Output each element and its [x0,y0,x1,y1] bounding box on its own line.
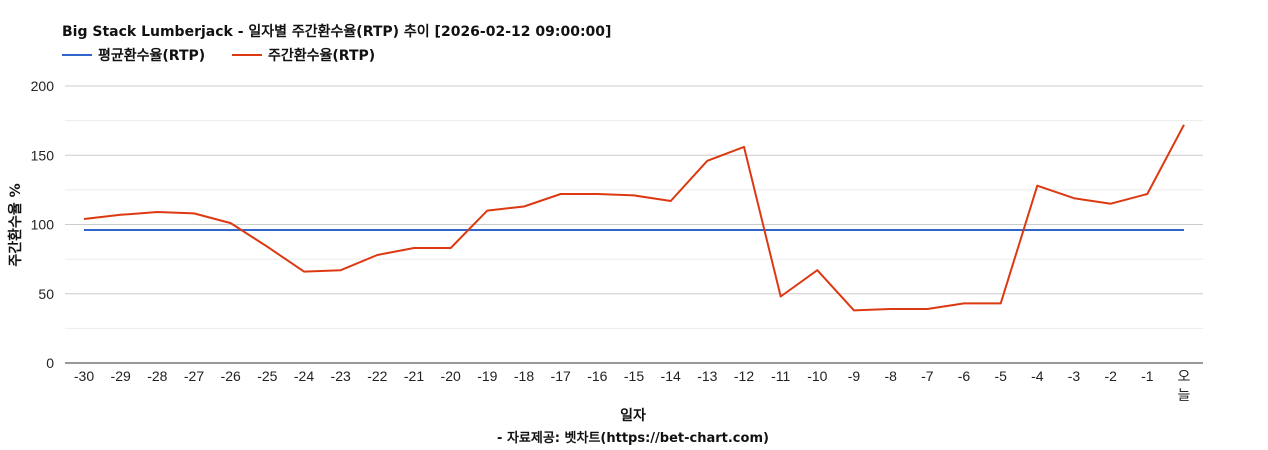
y-tick-label: 0 [46,355,54,371]
x-tick-label: -20 [441,368,461,384]
grid [65,85,1203,364]
x-tick-label: -22 [367,368,387,384]
x-tick-label: -4 [1031,368,1044,384]
series [83,124,1185,312]
x-tick-label: -18 [514,368,534,384]
x-tick-label: -30 [74,368,94,384]
x-tick-label: -1 [1141,368,1154,384]
x-tick-label: -21 [404,368,424,384]
x-axis-title: 일자 [620,408,646,424]
legend-item-weekly[interactable]: 주간환수율(RTP) [232,47,375,64]
x-tick-label: -19 [477,368,497,384]
x-tick-label: -3 [1068,368,1081,384]
series-line-weekly-rtp[interactable] [83,124,1185,312]
x-tick-label: -27 [184,368,204,384]
x-tick-label: -9 [848,368,861,384]
chart-title: Big Stack Lumberjack - 일자별 주간환수율(RTP) 추이… [62,23,611,40]
legend: 평균환수율(RTP) 주간환수율(RTP) [62,47,375,64]
x-tick-label: -14 [661,368,681,384]
x-tick-label: -17 [551,368,571,384]
data-source: - 자료제공: 벳차트(https://bet-chart.com) [497,430,769,446]
x-tick-label: -16 [587,368,607,384]
x-tick-label: -23 [331,368,351,384]
legend-label-weekly: 주간환수율(RTP) [268,47,375,64]
x-tick-label: -11 [771,368,790,384]
y-axis-ticks: 0 50 100 150 200 [31,78,55,371]
x-tick-label: -5 [994,368,1007,384]
x-tick-label: -2 [1104,368,1117,384]
x-tick-label: -7 [921,368,934,384]
x-tick-label: -10 [807,368,827,384]
y-tick-label: 50 [38,286,54,302]
x-tick-label: -29 [111,368,131,384]
y-tick-label: 150 [31,147,55,163]
x-axis-ticks: -30 -29 -28 -27 -26 -25 -24 -23 -22 -21 -20 -19 -18 -… [74,368,1191,403]
legend-label-average: 평균환수율(RTP) [98,47,205,64]
x-tick-label: -28 [147,368,167,384]
x-tick-label: -12 [734,368,754,384]
x-tick-label: -15 [624,368,644,384]
y-tick-label: 200 [31,78,55,94]
x-tick-label: -25 [257,368,277,384]
legend-item-average[interactable]: 평균환수율(RTP) [62,47,205,64]
x-tick-label: -24 [294,368,314,384]
x-tick-label: -8 [884,368,897,384]
x-tick-label: -6 [958,368,971,384]
y-tick-label: 100 [31,217,55,233]
x-tick-label: -13 [697,368,717,384]
x-tick-label: -26 [221,368,241,384]
y-axis-title: 주간환수율 % [7,183,24,266]
